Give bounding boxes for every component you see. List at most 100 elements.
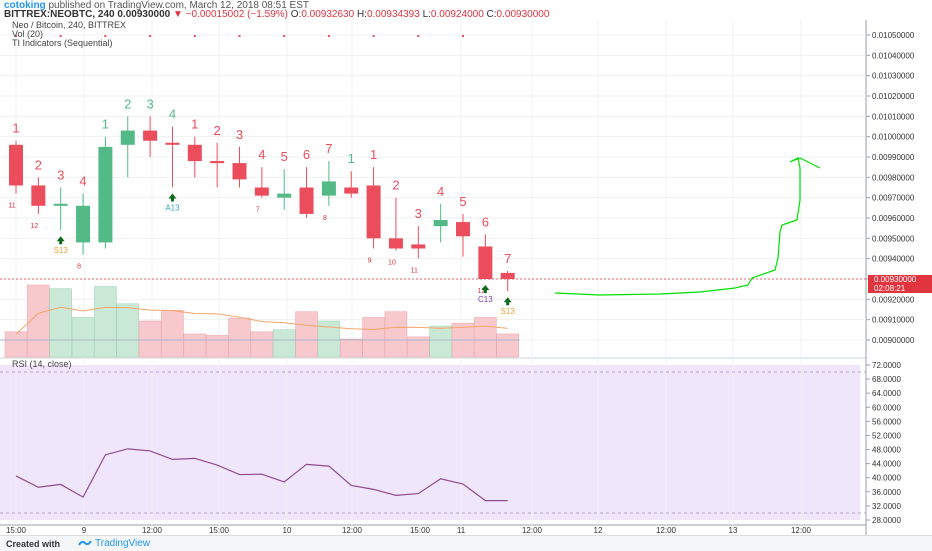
rsi-indicator-label[interactable]: RSI (14, close)	[12, 359, 72, 369]
candle-body	[254, 187, 269, 196]
signal-dot	[283, 35, 286, 37]
candle-body	[232, 163, 247, 180]
time-tick-label: 9	[82, 526, 87, 535]
triangle-down-icon: ▼	[172, 9, 183, 20]
candle-body	[344, 187, 359, 194]
countdown-label: 10	[388, 260, 396, 267]
author-link[interactable]: cotoking	[4, 0, 46, 11]
price-chart[interactable]: 0.01050000 0.01040000 0.01030000 0.01020000…	[0, 0, 932, 535]
rsi-tick-label: 72.0000	[872, 361, 901, 370]
price-tick-label: 0.00960000	[872, 214, 915, 223]
volume-bar	[340, 338, 363, 358]
volume-bar	[384, 311, 408, 358]
countdown-label: 12	[30, 223, 38, 230]
setup-count-label: 1	[191, 117, 198, 132]
candle-body	[210, 161, 225, 164]
volume-bar	[496, 333, 519, 358]
signal-dot	[462, 35, 464, 37]
rsi-tick-label: 60.0000	[872, 403, 901, 412]
close-value: 0.00930000	[496, 9, 550, 20]
price-tick-label: 0.01050000	[872, 31, 915, 40]
price-tick-label: 0.00940000	[872, 255, 915, 264]
high-value: 0.00934393	[366, 9, 420, 20]
setup-count-label: 7	[325, 141, 332, 156]
candle-body	[433, 220, 448, 227]
setup-count-label: 2	[124, 96, 131, 111]
countdown-label: 7	[256, 207, 260, 214]
time-tick-label: 15:00	[410, 526, 431, 535]
setup-count-label: 5	[281, 149, 288, 164]
setup-count-label: 2	[35, 157, 42, 172]
sequential-signal-label: S13	[54, 246, 69, 255]
setup-count-label: 1	[12, 121, 19, 136]
open-value: 0.00932630	[301, 9, 355, 20]
volume-bar	[71, 317, 95, 358]
price-change: −0.00015002 (−1.59%)	[185, 9, 288, 20]
candle-body	[411, 244, 426, 249]
setup-count-label: 3	[236, 127, 243, 142]
volume-bar	[272, 329, 296, 358]
sequential-signal-label: A13	[165, 204, 180, 213]
chart-title-label[interactable]: Neo / Bitcoin, 240, BITTREX	[12, 20, 127, 30]
price-tick-label: 0.00920000	[872, 295, 915, 304]
candle-body	[500, 272, 515, 279]
rsi-tick-label: 36.0000	[872, 488, 901, 497]
volume-bar	[429, 325, 452, 358]
buy-arrow-icon	[481, 285, 490, 293]
candle-body	[9, 144, 23, 186]
symbol-line: BITTREX:NEOBTC, 240 0.00930000 ▼ −0.0001…	[4, 9, 549, 20]
rsi-tick-label: 32.0000	[872, 502, 901, 511]
signal-dot	[59, 35, 62, 37]
symbol-name[interactable]: BITTREX:NEOBTC, 240	[4, 9, 115, 20]
sequential-indicator-label[interactable]: TI Indicators (Sequential)	[12, 38, 113, 48]
setup-count-label: 1	[348, 151, 355, 166]
volume-bar	[161, 309, 184, 358]
setup-count-label: 4	[258, 147, 265, 162]
candle-body	[277, 193, 292, 198]
volume-bar	[183, 333, 207, 358]
candle-body	[143, 130, 158, 141]
rsi-tick-label: 44.0000	[872, 460, 901, 469]
tradingview-logo-icon	[78, 540, 92, 546]
candle-body	[53, 203, 68, 206]
time-tick-label: 12:00	[522, 526, 543, 535]
chart-header: cotoking published on TradingView.com, M…	[0, 0, 932, 20]
tradingview-brand-link[interactable]: TradingView	[95, 538, 151, 549]
created-with-label: Created with	[6, 539, 61, 549]
setup-count-label: 3	[57, 168, 64, 183]
rsi-tick-label: 64.0000	[872, 389, 901, 398]
rsi-tick-label: 56.0000	[872, 417, 901, 426]
publish-info: published on TradingView.com, March 12, …	[48, 0, 309, 11]
setup-count-label: 3	[415, 206, 422, 221]
time-tick-label: 12:00	[342, 526, 363, 535]
setup-count-label: 5	[459, 194, 466, 209]
volume-bar	[474, 317, 497, 358]
candle-body	[366, 185, 381, 239]
candle-body	[165, 142, 180, 145]
volume-bar	[362, 317, 385, 358]
price-tick-label: 0.01040000	[872, 51, 915, 60]
setup-count-label: 2	[214, 123, 221, 138]
signal-dot	[372, 35, 375, 37]
price-tick-label: 0.01000000	[872, 133, 915, 142]
setup-count-label: 1	[370, 147, 377, 162]
price-tick-label: 0.01030000	[872, 72, 915, 81]
time-tick-label: 10	[283, 526, 292, 535]
setup-count-label: 6	[303, 147, 310, 162]
volume-bar	[295, 311, 318, 358]
candle-body	[388, 238, 403, 249]
setup-count-label: 2	[392, 178, 399, 193]
price-tick-label: 0.01010000	[872, 112, 915, 121]
rsi-tick-label: 40.0000	[872, 474, 901, 483]
countdown-label: 9	[368, 258, 372, 265]
rsi-band-background	[0, 365, 860, 520]
volume-bar	[205, 335, 229, 358]
volume-indicator-label[interactable]: Vol (20)	[12, 29, 44, 39]
signal-dot	[104, 35, 107, 37]
candle-body	[76, 205, 91, 243]
rsi-tick-label: 28.0000	[872, 516, 901, 525]
countdown-label: 8	[77, 264, 81, 271]
signal-dot	[417, 35, 420, 37]
signal-dot	[193, 35, 196, 37]
volume-bar	[228, 317, 251, 358]
